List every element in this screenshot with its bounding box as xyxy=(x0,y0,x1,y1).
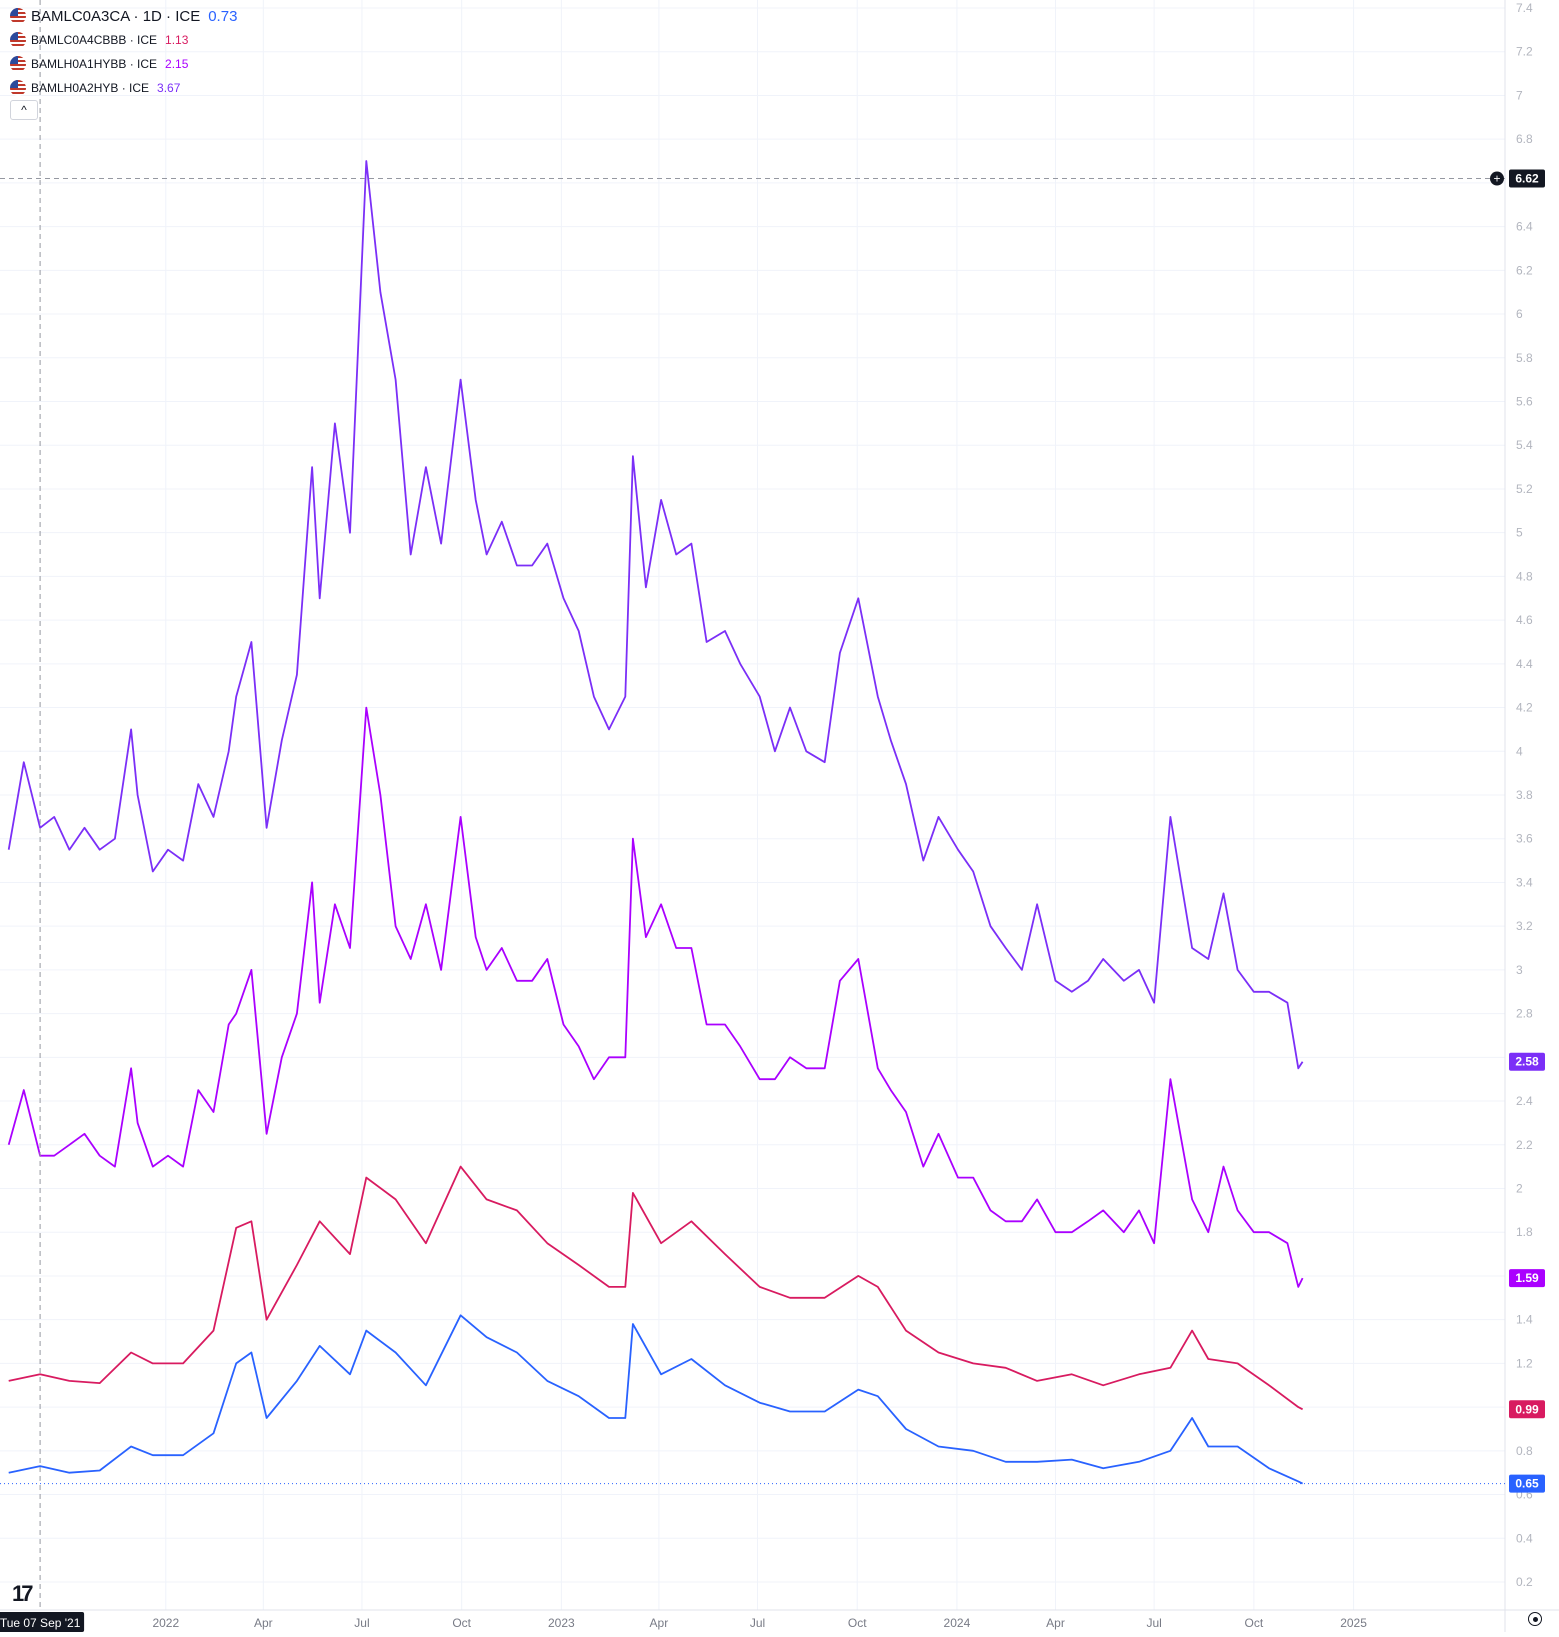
y-tick-label: 3.6 xyxy=(1516,832,1533,846)
last-value-tag: 0.65 xyxy=(1515,1477,1539,1491)
series-line-BAMLH0A2HYB xyxy=(7,160,1304,1070)
x-tick-label: Jul xyxy=(1146,1616,1161,1630)
y-tick-label: 4.2 xyxy=(1516,701,1533,715)
y-tick-label: 2.2 xyxy=(1516,1138,1533,1152)
y-tick-label: 6 xyxy=(1516,307,1523,321)
legend-symbol: BAMLH0A2HYB · ICE xyxy=(31,81,150,95)
y-tick-label: 1.2 xyxy=(1516,1356,1533,1370)
y-tick-label: 7 xyxy=(1516,88,1523,102)
y-tick-label: 5.4 xyxy=(1516,438,1533,452)
x-tick-label: Apr xyxy=(650,1616,669,1630)
y-tick-label: 4.6 xyxy=(1516,613,1533,627)
y-tick-label: 2 xyxy=(1516,1182,1523,1196)
x-tick-label: Apr xyxy=(254,1616,273,1630)
y-tick-label: 4.4 xyxy=(1516,657,1533,671)
y-tick-label: 2.8 xyxy=(1516,1007,1533,1021)
legend-value: 1.13 xyxy=(165,33,189,47)
last-value-tag: 0.99 xyxy=(1515,1402,1539,1416)
legend-symbol: BAMLH0A1HYBB · ICE xyxy=(31,57,158,71)
last-value-tag-bg xyxy=(1509,1400,1545,1419)
tradingview-logo[interactable]: 17 xyxy=(12,1581,34,1606)
us-flag-icon xyxy=(10,56,26,72)
legend-symbol: BAMLC0A4CBBB · ICE xyxy=(31,33,158,47)
y-tick-label: 4 xyxy=(1516,744,1523,758)
x-tick-label: 2023 xyxy=(548,1616,575,1630)
us-flag-icon xyxy=(10,32,26,48)
legend-value: 0.73 xyxy=(208,7,238,25)
crosshair-date-tag-bg xyxy=(0,1612,85,1632)
crosshair-plus-icon xyxy=(1490,171,1504,186)
legend-value: 2.15 xyxy=(165,57,189,71)
y-tick-label: 6.4 xyxy=(1516,220,1533,234)
x-tick-label: Apr xyxy=(1046,1616,1065,1630)
y-tick-label: 3.8 xyxy=(1516,788,1533,802)
crosshair-date-tag: Tue 07 Sep '21 xyxy=(0,1616,81,1630)
y-tick-label: 5.2 xyxy=(1516,482,1533,496)
y-tick-label: 1.8 xyxy=(1516,1225,1533,1239)
x-tick-label: Oct xyxy=(1245,1616,1264,1630)
legend-item[interactable]: BAMLC0A3CA · 1D · ICE 0.73 xyxy=(10,4,237,28)
x-tick-label: 2022 xyxy=(152,1616,179,1630)
last-value-tag-bg xyxy=(1509,1474,1545,1493)
legend: BAMLC0A3CA · 1D · ICE 0.73 BAMLC0A4CBBB · … xyxy=(10,4,237,100)
y-tick-label: 0.4 xyxy=(1516,1531,1533,1545)
x-tick-label: Jul xyxy=(750,1616,765,1630)
y-tick-label: 0.2 xyxy=(1516,1575,1533,1589)
x-tick-label: 2025 xyxy=(1340,1616,1367,1630)
legend-item[interactable]: BAMLC0A4CBBB · ICE 1.13 xyxy=(10,28,237,52)
x-tick-label: 2024 xyxy=(944,1616,971,1630)
crosshair-price-tag-bg xyxy=(1509,169,1545,188)
x-tick-label: Jul xyxy=(354,1616,369,1630)
y-tick-label: 7.2 xyxy=(1516,45,1533,59)
y-tick-label: 1.4 xyxy=(1516,1313,1533,1327)
series-line-BAMLC0A4CBBB xyxy=(8,1165,1304,1411)
y-tick-label: 5.8 xyxy=(1516,351,1533,365)
y-tick-label: 3.4 xyxy=(1516,875,1533,889)
y-tick-label: 0.8 xyxy=(1516,1444,1533,1458)
last-value-tag-bg xyxy=(1509,1269,1545,1288)
series-line-BAMLH0A1HYBB xyxy=(7,706,1304,1288)
settings-icon[interactable] xyxy=(1528,1612,1542,1626)
y-tick-label: 6.2 xyxy=(1516,263,1533,277)
us-flag-icon xyxy=(10,8,26,24)
series-line-BAMLC0A3CA xyxy=(8,1314,1304,1485)
y-tick-label: 5.6 xyxy=(1516,395,1533,409)
y-tick-label: 3.2 xyxy=(1516,919,1533,933)
legend-item[interactable]: BAMLH0A2HYB · ICE 3.67 xyxy=(10,76,237,100)
legend-symbol: BAMLC0A3CA · 1D · ICE xyxy=(31,7,201,25)
y-tick-label: 5 xyxy=(1516,526,1523,540)
x-tick-label: Oct xyxy=(452,1616,471,1630)
us-flag-icon xyxy=(10,80,26,96)
y-tick-label: 3 xyxy=(1516,963,1523,977)
legend-value: 3.67 xyxy=(157,81,181,95)
y-tick-label: 2.4 xyxy=(1516,1094,1533,1108)
crosshair-price-tag: 6.62 xyxy=(1515,172,1539,186)
last-value-tag: 1.59 xyxy=(1515,1271,1539,1285)
last-value-tag: 2.58 xyxy=(1515,1055,1539,1069)
last-value-tag-bg xyxy=(1509,1052,1545,1071)
y-tick-label: 4.8 xyxy=(1516,569,1533,583)
y-tick-label: 7.4 xyxy=(1516,1,1533,15)
legend-item[interactable]: BAMLH0A1HYBB · ICE 2.15 xyxy=(10,52,237,76)
y-tick-label: 6.8 xyxy=(1516,132,1533,146)
crosshair-plus-icon-glyph: + xyxy=(1493,172,1500,186)
x-tick-label: Oct xyxy=(848,1616,867,1630)
legend-collapse-button[interactable]: ^ xyxy=(10,100,38,120)
